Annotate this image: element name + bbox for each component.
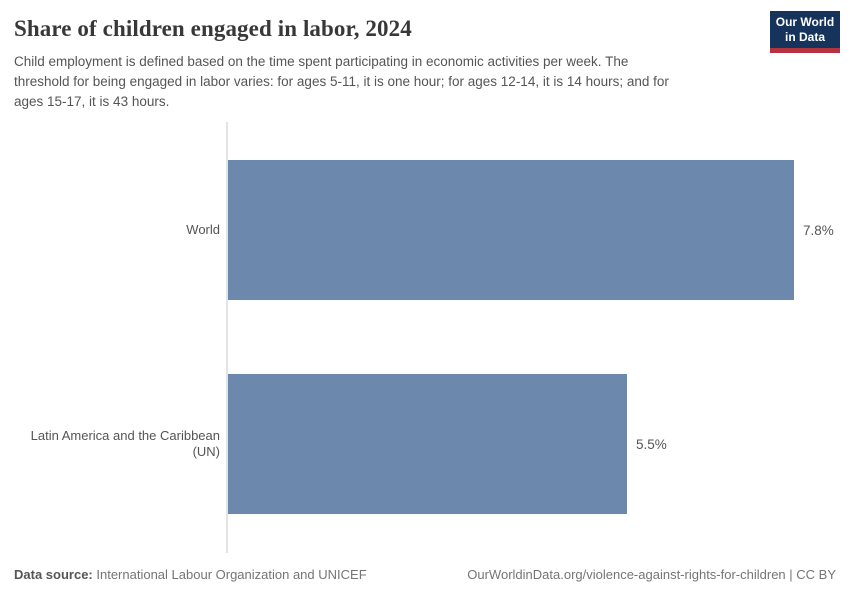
chart-subtitle: Child employment is defined based on the… — [14, 52, 669, 112]
data-source: Data source: International Labour Organi… — [14, 567, 367, 582]
subtitle-line: ages 15-17, it is 43 hours. — [14, 94, 170, 109]
value-label: 5.5% — [636, 436, 667, 452]
y-axis-line — [226, 122, 228, 553]
owid-logo-line1: Our World — [775, 15, 835, 29]
entity-label: World — [186, 222, 220, 237]
data-source-value: International Labour Organization and UN… — [96, 567, 367, 582]
data-source-label: Data source: — [14, 567, 93, 582]
owid-logo-line2: in Data — [784, 30, 825, 44]
entity-label: Latin America and the Caribbean (UN) — [30, 428, 220, 459]
bar[interactable] — [228, 374, 627, 514]
owid-logo[interactable]: Our World in Data — [770, 11, 840, 53]
bar[interactable] — [228, 160, 794, 300]
subtitle-line: threshold for being engaged in labor var… — [14, 74, 669, 89]
page-title: Share of children engaged in labor, 2024 — [14, 16, 412, 41]
footer-credit[interactable]: OurWorldinData.org/violence-against-righ… — [467, 567, 836, 582]
subtitle-line: Child employment is defined based on the… — [14, 54, 629, 69]
chart-footer: Data source: International Labour Organi… — [14, 567, 836, 582]
value-label: 7.8% — [803, 222, 834, 238]
